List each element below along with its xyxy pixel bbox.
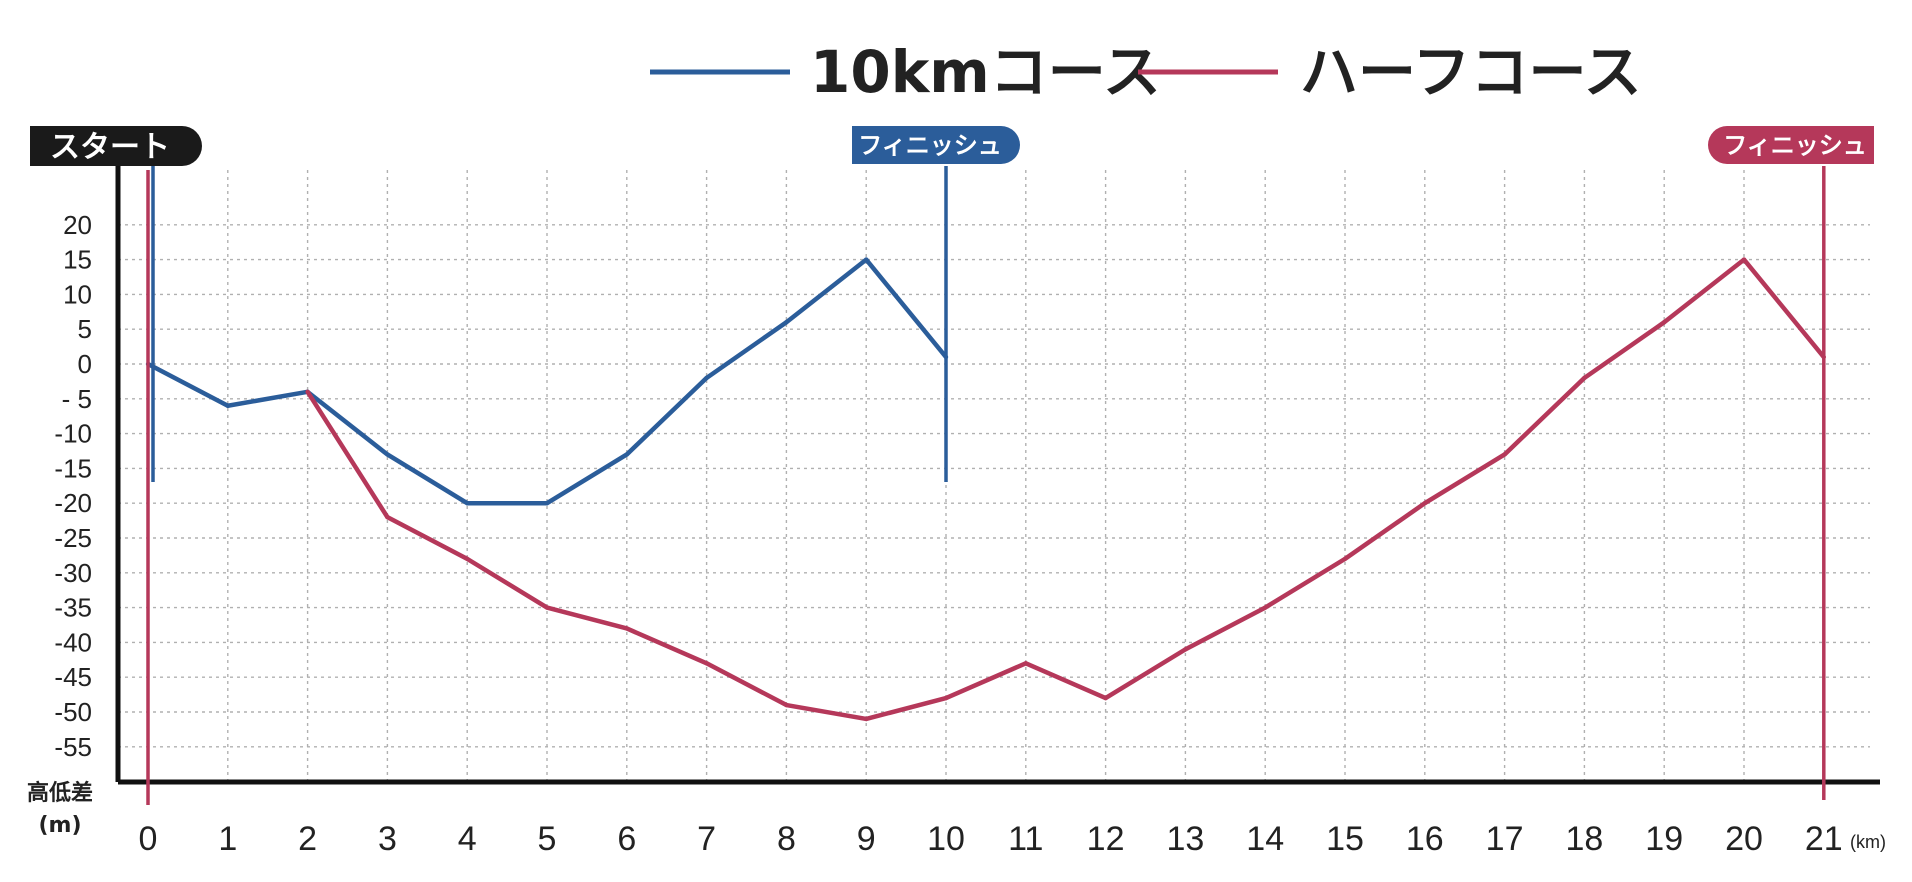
y-tick-label: -45 [54,662,92,692]
data-point [385,452,390,457]
legend-label: 10kmコース [810,38,1161,106]
data-point [465,556,470,562]
marker-tag [1708,126,1874,164]
x-tick-label: 9 [857,820,876,858]
data-point [864,716,869,722]
y-tick-label: 10 [63,279,92,309]
x-tick-label: 11 [1008,820,1043,858]
data-point [385,514,390,520]
data-point [305,389,310,395]
x-tick-label: 15 [1326,820,1364,858]
data-point [1741,257,1747,262]
axis-labels: (km) 高低差 (m) [27,780,1886,852]
data-point [1263,605,1268,610]
marker-label: フィニッシュ [858,132,1002,160]
y-axis-label: 高低差 [27,780,93,806]
data-point [544,501,550,506]
marker-label: フィニッシュ [1723,132,1867,160]
data-point [1103,695,1108,701]
data-point [1023,661,1028,666]
y-tick-label: 20 [63,210,92,240]
x-tick-label: 17 [1486,820,1524,858]
x-tick-label: 5 [538,820,557,858]
y-tick-label: -30 [54,558,92,588]
data-point [624,452,629,457]
data-point [1342,556,1348,562]
y-tick-label: 15 [63,245,92,275]
data-point [225,403,230,408]
data-point [784,320,789,325]
x-tick-label: 12 [1087,820,1125,858]
course-markers: スタート フィニッシュ フィニッシュ [30,126,1874,805]
x-tick-label: 0 [139,820,158,858]
y-tick-label: -50 [54,697,92,727]
marker-tag [852,126,1020,164]
data-point [1183,647,1188,652]
legend-label: ハーフコース [1300,38,1642,106]
data-point [784,702,789,708]
axes [115,165,1880,785]
y-tick-label: -35 [54,593,92,623]
data-point [544,605,550,610]
x-tick-label: 6 [617,820,636,858]
data-point [1662,320,1667,325]
y-tick-label: 0 [78,349,92,379]
marker-tag [30,126,202,166]
x-tick-label: 8 [777,820,796,858]
data-point [465,501,470,506]
data-point [943,695,949,701]
y-tick-label: -20 [54,488,92,518]
y-tick-label: 5 [78,314,92,344]
x-tick-label: 10 [927,820,965,858]
y-axis-unit: (m) [38,813,81,838]
x-axis-unit: (km) [1850,832,1886,852]
grid [118,170,1870,782]
y-tick-label: -15 [54,453,92,483]
x-tick-label: 1 [218,820,237,858]
x-tick-label: 21 [1805,820,1843,858]
y-tick-label: -40 [54,627,92,657]
x-tick-label: 2 [298,820,317,858]
x-tick-label: 14 [1246,820,1284,858]
data-point [1422,501,1428,506]
series-line-half [305,257,1826,722]
y-tick-label: -10 [54,419,92,449]
x-tick-label: 19 [1645,820,1683,858]
x-tick-label: 18 [1565,820,1603,858]
y-tick-label: - 5 [62,384,92,414]
data-point [704,375,709,381]
x-tick-label: 7 [697,820,716,858]
data-point [1502,452,1507,457]
x-tick-label: 16 [1406,820,1444,858]
series-lines [145,257,1827,722]
data-point [624,626,629,631]
y-tick-label: -55 [54,732,92,762]
x-tick-label: 20 [1725,820,1763,858]
legend: 10kmコース ハーフコース [650,38,1642,106]
data-point [1582,375,1587,381]
x-tick-label: 3 [378,820,397,858]
x-tick-label: 4 [458,820,477,858]
x-tick-label: 13 [1166,820,1204,858]
y-tick-label: -25 [54,523,92,553]
marker-label: スタート [50,130,170,165]
data-point [864,257,869,262]
data-point [704,661,709,666]
